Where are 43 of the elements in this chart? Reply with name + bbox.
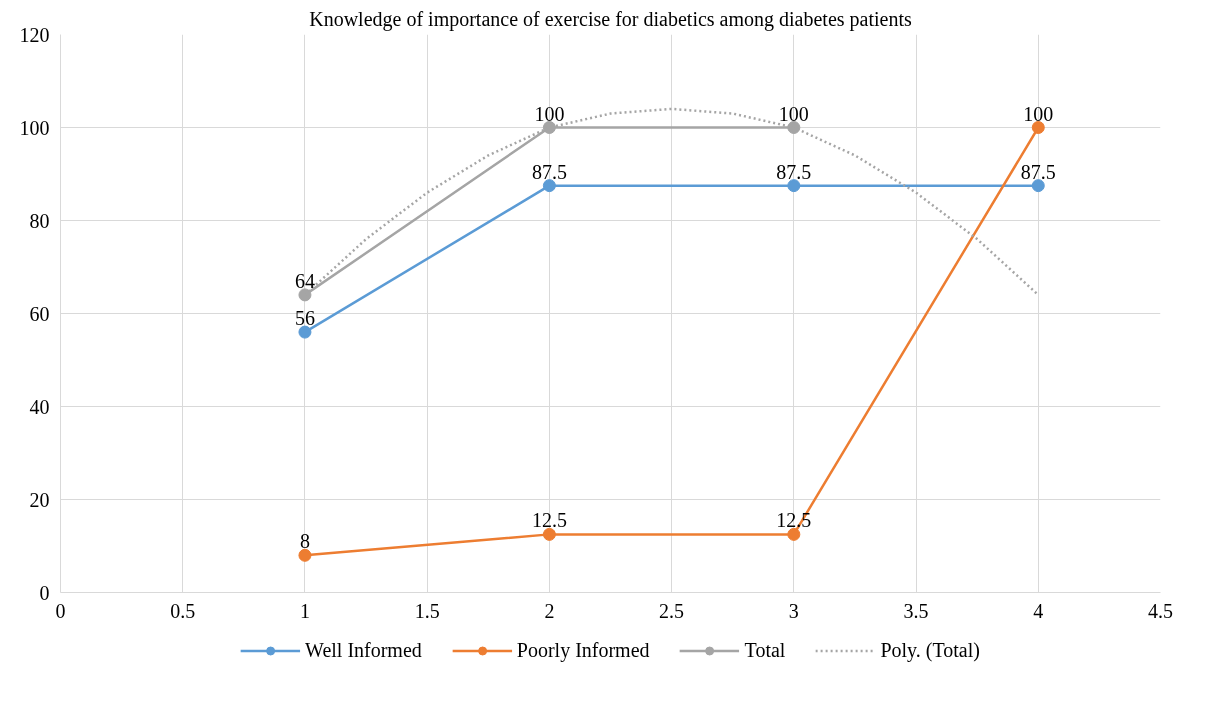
point <box>298 288 312 302</box>
point <box>1031 121 1045 134</box>
legend-label: Poorly Informed <box>516 638 650 662</box>
data-label: 100 <box>534 102 565 125</box>
x-tick-label: 4.5 <box>1148 599 1173 622</box>
y-tick-label: 80 <box>29 209 50 232</box>
point <box>787 527 801 541</box>
data-label: 12.5 <box>531 509 567 532</box>
data-label: 64 <box>294 269 315 292</box>
data-label: 87.5 <box>776 160 812 183</box>
x-tick-label: 1 <box>299 599 310 622</box>
y-tick-label: 20 <box>29 488 50 511</box>
point <box>542 121 556 134</box>
point <box>542 179 556 193</box>
data-label: 8 <box>299 530 310 553</box>
data-label: 87.5 <box>531 160 567 183</box>
x-tick-label: 1.5 <box>414 599 440 622</box>
y-tick-label: 120 <box>19 23 50 46</box>
data-label: 100 <box>778 102 809 125</box>
y-tick-label: 40 <box>29 395 50 418</box>
x-tick-label: 3.5 <box>903 599 929 622</box>
y-tick-label: 60 <box>29 302 50 325</box>
data-label: 100 <box>1023 102 1054 125</box>
x-tick-label: 0 <box>55 599 66 622</box>
point <box>298 548 312 562</box>
legend-label: Poly. (Total) <box>880 638 980 662</box>
chart-title: Knowledge of importance of exercise for diabetics among diabetes patients <box>309 7 912 31</box>
data-label: 56 <box>294 307 315 330</box>
y-tick-label: 100 <box>19 116 50 139</box>
point <box>298 325 312 339</box>
legend-label: Total <box>744 638 786 662</box>
point <box>787 179 801 193</box>
point <box>1031 179 1045 193</box>
x-tick-label: 2.5 <box>659 599 685 622</box>
point <box>542 527 556 541</box>
legend-label: Well Informed <box>305 638 422 662</box>
data-label: 87.5 <box>1020 160 1056 183</box>
x-tick-label: 2 <box>544 599 555 622</box>
point <box>787 121 801 134</box>
x-tick-label: 3 <box>788 599 799 622</box>
y-tick-label: 0 <box>39 581 50 604</box>
x-tick-label: 0.5 <box>170 599 196 622</box>
x-tick-label: 4 <box>1033 599 1044 622</box>
